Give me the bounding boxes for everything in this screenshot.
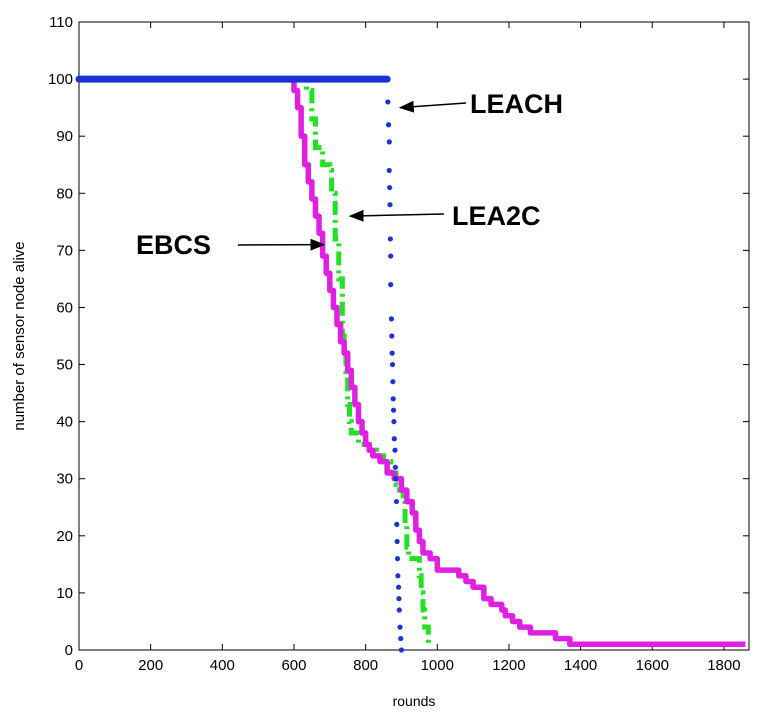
- data-point: [395, 539, 400, 544]
- x-tick-label: 200: [138, 657, 163, 674]
- data-point: [398, 636, 403, 641]
- data-point: [386, 122, 391, 127]
- y-tick-label: 100: [48, 71, 73, 88]
- data-point: [387, 139, 392, 144]
- data-point: [394, 499, 399, 504]
- data-point: [387, 202, 392, 207]
- y-tick-label: 30: [56, 471, 73, 488]
- x-tick-label: 600: [281, 657, 306, 674]
- data-point: [391, 419, 396, 424]
- y-tick-label: 110: [49, 14, 73, 31]
- y-tick-label: 10: [56, 585, 73, 602]
- data-point: [387, 185, 392, 190]
- y-tick-label: 50: [56, 357, 73, 374]
- annotation-ebcs: EBCS: [136, 230, 211, 260]
- annotation-leach: LEACH: [470, 89, 563, 119]
- x-tick-label: 0: [75, 657, 83, 674]
- data-point: [392, 448, 397, 453]
- plot-area: [79, 22, 749, 650]
- x-tick-label: 1400: [564, 657, 597, 674]
- data-point: [390, 362, 395, 367]
- data-point: [399, 647, 404, 652]
- data-point: [391, 408, 396, 413]
- data-point: [389, 316, 394, 321]
- data-point: [397, 625, 402, 630]
- y-tick-label: 80: [56, 185, 73, 202]
- data-point: [391, 396, 396, 401]
- y-tick-label: 40: [56, 414, 73, 431]
- data-point: [397, 607, 402, 612]
- x-tick-label: 1800: [707, 657, 740, 674]
- y-axis-label: number of sensor node alive: [11, 241, 28, 430]
- data-point: [390, 379, 395, 384]
- y-tick-label: 90: [56, 128, 73, 145]
- x-tick-label: 1000: [421, 657, 454, 674]
- data-point: [389, 333, 394, 338]
- x-axis-label: rounds: [393, 693, 436, 709]
- data-point: [392, 436, 397, 441]
- x-tick-label: 800: [353, 657, 378, 674]
- data-point: [393, 476, 398, 481]
- x-tick-label: 1600: [636, 657, 669, 674]
- annotation-lea2c: LEA2C: [452, 201, 541, 231]
- data-point: [395, 573, 400, 578]
- data-point: [388, 253, 393, 258]
- x-tick-label: 1200: [492, 657, 525, 674]
- data-point: [387, 168, 392, 173]
- data-point: [394, 522, 399, 527]
- y-tick-label: 60: [56, 299, 73, 316]
- x-tick-label: 400: [210, 657, 235, 674]
- data-point: [395, 556, 400, 561]
- data-point: [390, 351, 395, 356]
- data-point: [385, 99, 390, 104]
- y-tick-label: 0: [65, 642, 73, 659]
- data-point: [393, 465, 398, 470]
- data-point: [388, 282, 393, 287]
- data-point: [388, 236, 393, 241]
- data-point: [396, 585, 401, 590]
- y-tick-label: 70: [56, 242, 73, 259]
- data-point: [396, 596, 401, 601]
- y-tick-label: 20: [56, 528, 73, 545]
